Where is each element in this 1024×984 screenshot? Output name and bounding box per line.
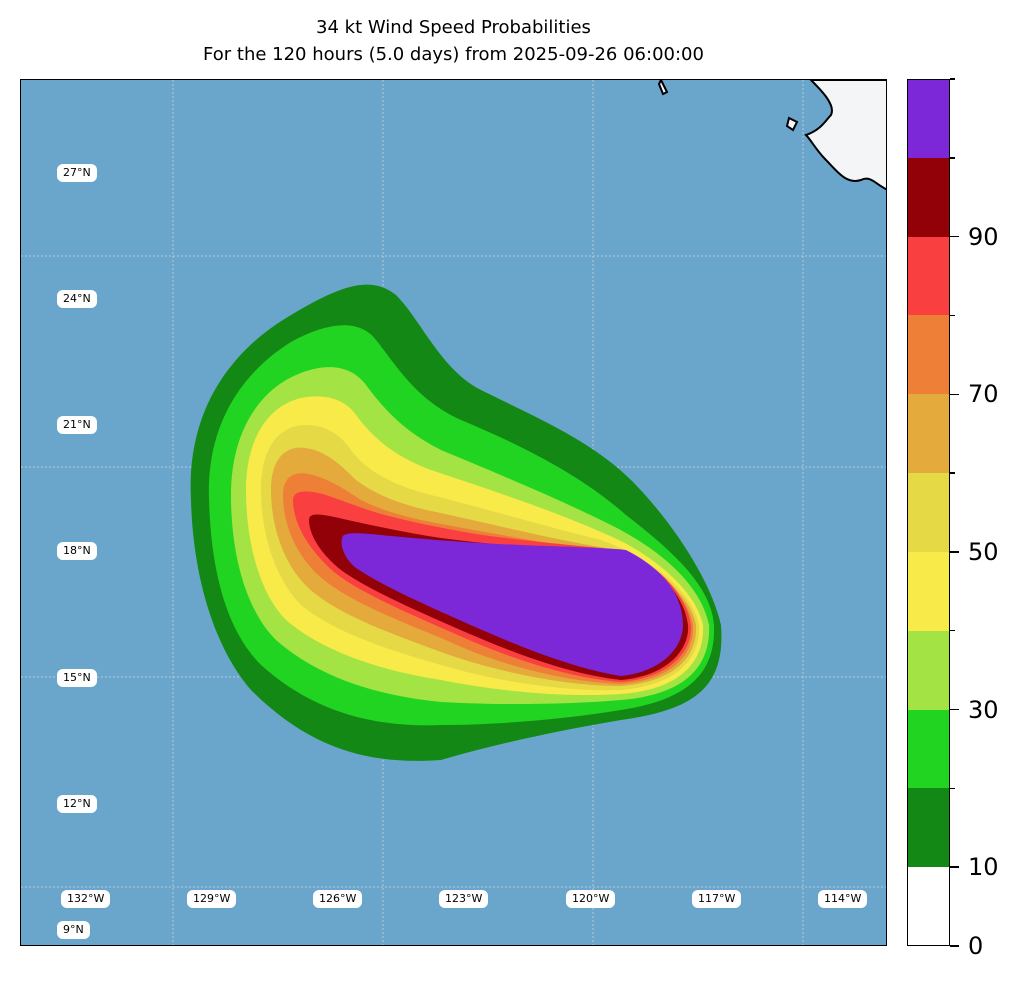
colorbar-band <box>907 236 950 316</box>
colorbar-label: 0 <box>968 932 984 960</box>
colorbar-tick <box>950 78 955 80</box>
colorbar-band <box>907 788 950 868</box>
lat-label-18n: 18°N <box>57 542 97 560</box>
lat-label-27n: 27°N <box>57 164 97 182</box>
lon-label-129w: 129°W <box>187 890 237 908</box>
map-panel[interactable]: 27°N 24°N 21°N 18°N 15°N 12°N 9°N 132°W … <box>20 79 887 946</box>
lat-label-24n: 24°N <box>57 290 97 308</box>
probability-contours <box>190 284 722 761</box>
colorbar-tick <box>950 708 959 711</box>
colorbar-tick <box>950 314 955 317</box>
colorbar-tick <box>950 945 959 947</box>
lat-label-15n: 15°N <box>57 669 97 687</box>
lon-label-120w: 120°W <box>566 890 616 908</box>
colorbar-tick <box>950 393 959 396</box>
coastline <box>657 80 886 191</box>
colorbar-label: 90 <box>968 222 999 251</box>
lat-label-12n: 12°N <box>57 795 97 813</box>
colorbar-band <box>907 315 950 395</box>
lat-label-21n: 21°N <box>57 416 97 434</box>
colorbar-band <box>907 79 950 158</box>
colorbar-band <box>907 630 950 710</box>
colorbar-band <box>907 867 950 946</box>
colorbar-tick <box>950 472 955 474</box>
island <box>657 80 669 96</box>
lat-label-9n: 9°N <box>57 921 90 939</box>
colorbar-tick <box>950 551 959 553</box>
baja-land <box>804 80 886 191</box>
lon-label-126w: 126°W <box>313 890 363 908</box>
colorbar-tick <box>950 235 959 238</box>
colorbar-band <box>907 157 950 237</box>
island-small <box>785 116 799 132</box>
colorbar-tick <box>950 629 955 632</box>
colorbar-label: 50 <box>968 537 999 566</box>
lon-label-114w: 114°W <box>818 890 868 908</box>
colorbar-band <box>907 709 950 789</box>
lon-label-132w: 132°W <box>61 890 111 908</box>
colorbar-tick <box>950 157 955 159</box>
colorbar-border <box>907 79 950 946</box>
colorbar-label: 30 <box>968 695 999 724</box>
lon-label-117w: 117°W <box>692 890 742 908</box>
lon-label-123w: 123°W <box>439 890 489 908</box>
colorbar-band <box>907 473 950 552</box>
contour-band-100-110 <box>341 533 683 676</box>
map-title: 34 kt Wind Speed Probabilities <box>316 17 591 38</box>
colorbar-band <box>907 551 950 631</box>
probability-map <box>21 80 886 945</box>
colorbar <box>907 79 950 946</box>
colorbar-band <box>907 394 950 474</box>
map-subtitle: For the 120 hours (5.0 days) from 2025-0… <box>203 44 704 65</box>
colorbar-label: 70 <box>968 380 999 409</box>
colorbar-tick <box>950 787 955 790</box>
colorbar-label: 10 <box>968 853 999 882</box>
colorbar-tick <box>950 866 959 868</box>
